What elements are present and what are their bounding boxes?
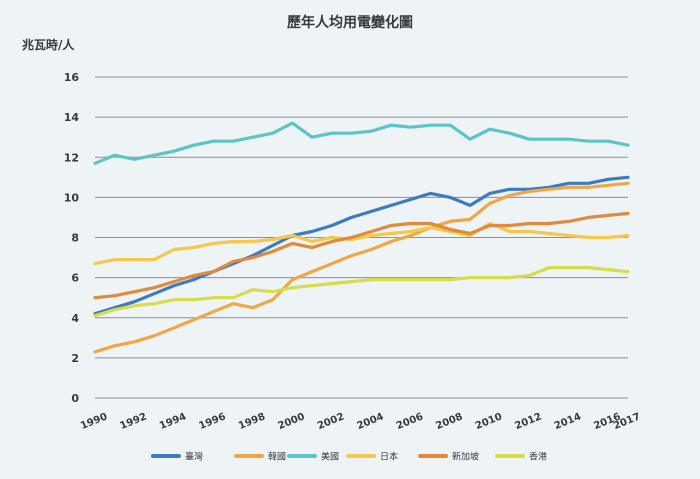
x-tick-label: 2012 (513, 411, 543, 432)
x-tick-label: 2006 (395, 411, 425, 432)
series-layer (93, 121, 630, 354)
legend-label: 日本 (380, 451, 398, 463)
legend-label: 美國 (321, 451, 339, 463)
grid-layer: 0 2 4 6 8 10 12 14 16 (64, 71, 628, 405)
series-line-5 (93, 266, 630, 318)
y-tick-label: 6 (71, 272, 79, 285)
y-tick-label: 16 (64, 71, 80, 84)
y-tick-label: 4 (71, 312, 79, 325)
legend: 臺灣 韓國 美國 日本 新加坡 香港 (151, 451, 547, 463)
y-tick-label: 12 (64, 151, 79, 164)
x-axis-ticks: 1990 1992 1994 1996 1998 2000 2002 2004 2006 2008… (79, 411, 642, 432)
series-line-2 (93, 121, 630, 165)
series-line-1 (93, 181, 630, 354)
y-tick-label: 2 (71, 352, 79, 365)
x-tick-label: 2014 (553, 411, 583, 432)
legend-label: 香港 (529, 451, 547, 463)
x-tick-label: 2004 (355, 411, 385, 432)
series-line-4 (93, 211, 630, 300)
x-tick-label: 2000 (277, 411, 307, 432)
x-tick-label: 1998 (237, 411, 267, 432)
x-tick-label: 2008 (434, 411, 464, 432)
x-tick-label: 1992 (119, 411, 149, 432)
x-tick-label: 1996 (198, 411, 228, 432)
chart-title: 歷年人均用電變化圖 (287, 14, 413, 31)
y-axis-unit-label: 兆瓦時/人 (22, 37, 75, 52)
x-tick-label: 1994 (158, 411, 188, 432)
y-tick-label: 0 (71, 392, 79, 405)
x-tick-label: 2010 (474, 411, 504, 432)
x-tick-label: 1990 (79, 411, 109, 432)
y-tick-label: 10 (64, 191, 80, 204)
y-tick-label: 14 (64, 111, 80, 124)
y-tick-label: 8 (71, 232, 79, 245)
series-line-0 (93, 175, 630, 316)
legend-label: 韓國 (268, 452, 286, 463)
legend-label: 臺灣 (185, 451, 203, 463)
legend-label: 新加坡 (452, 451, 479, 463)
series-line-3 (93, 221, 630, 266)
x-tick-label: 2002 (316, 411, 346, 432)
